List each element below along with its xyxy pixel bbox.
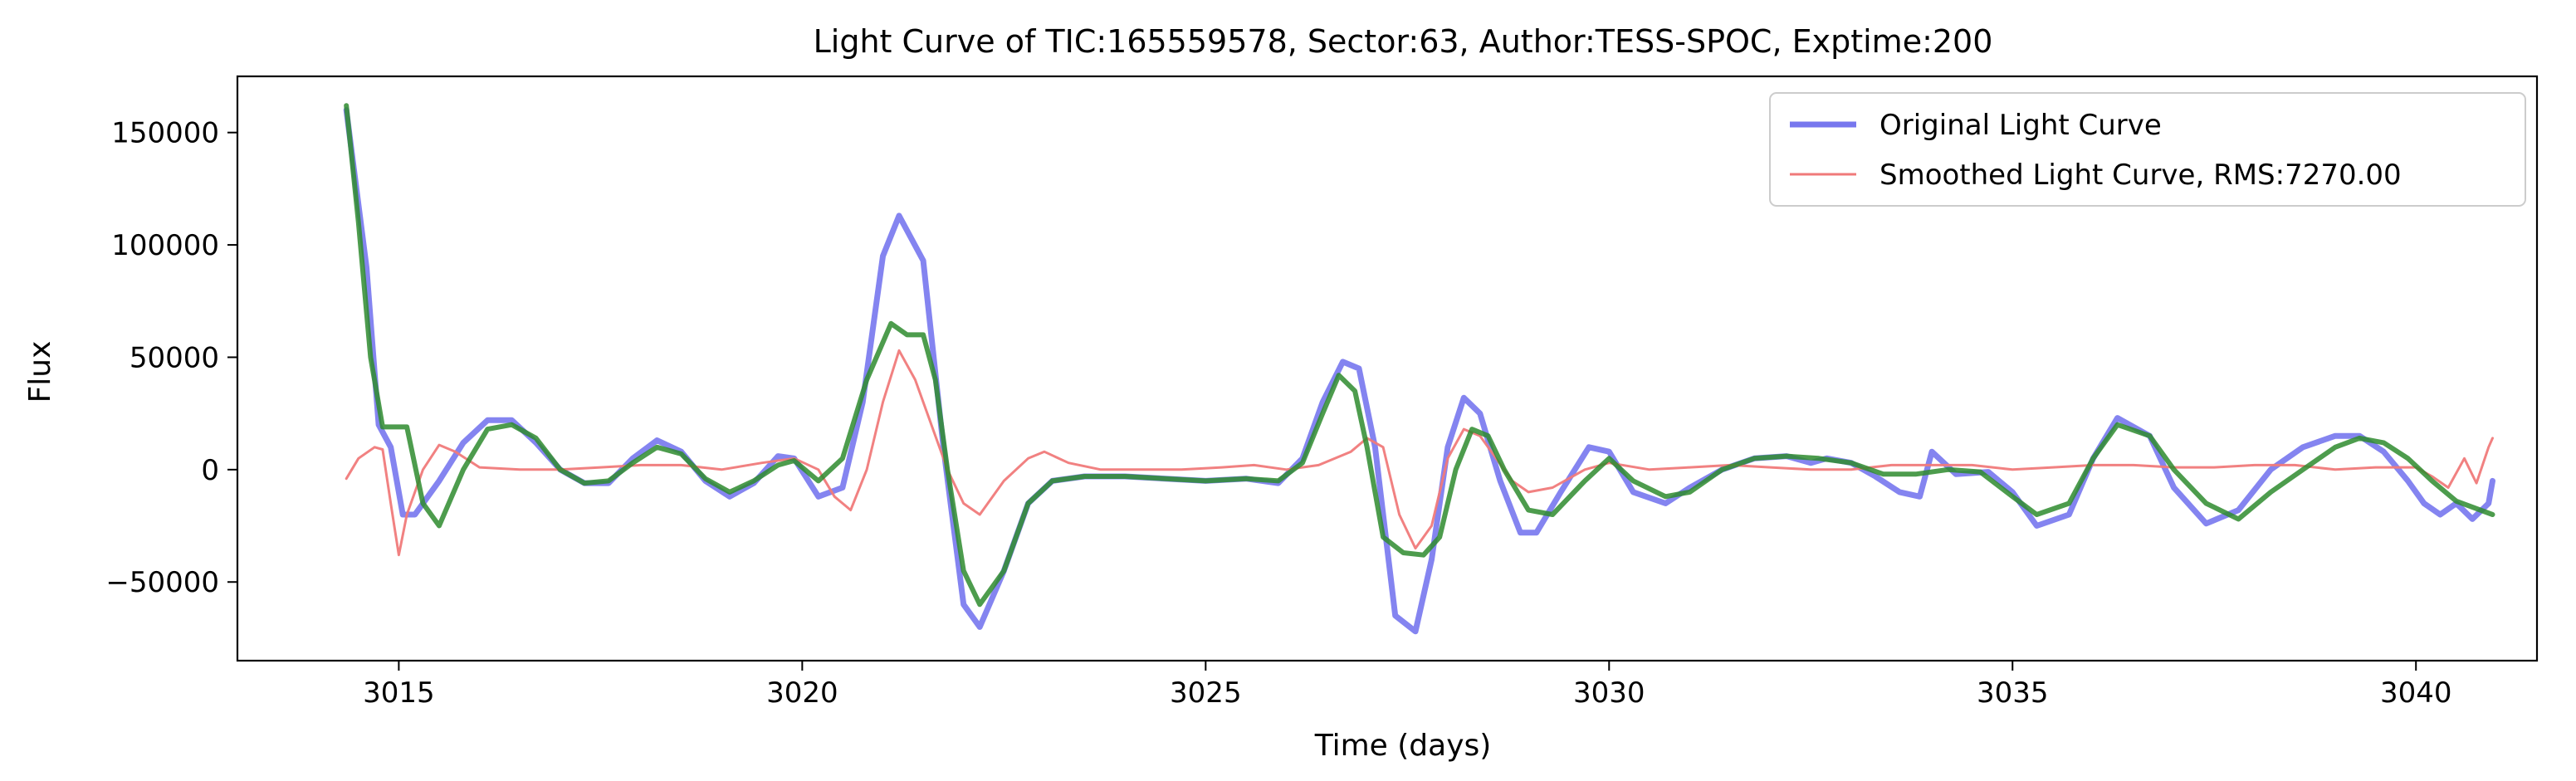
y-tick-label: 50000 (130, 341, 219, 374)
x-tick-label: 3035 (1977, 676, 2049, 710)
y-tick-label: −50000 (105, 566, 219, 599)
x-tick-label: 3025 (1170, 676, 1242, 710)
x-tick-label: 3040 (2380, 676, 2452, 710)
y-axis: −50000 0 50000 100000 150000 (105, 117, 237, 599)
x-tick-label: 3020 (766, 676, 838, 710)
x-tick-label: 3015 (363, 676, 435, 710)
y-tick-label: 150000 (111, 117, 219, 150)
x-axis-label: Time (days) (1314, 729, 1492, 763)
legend-label: Original Light Curve (1879, 109, 2162, 142)
x-tick-label: 3030 (1573, 676, 1645, 710)
y-tick-label: 100000 (111, 229, 219, 262)
x-axis: 3015 3020 3025 3030 3035 3040 (363, 661, 2451, 710)
y-tick-label: 0 (201, 454, 219, 487)
legend-label: Smoothed Light Curve, RMS:7270.00 (1879, 159, 2402, 192)
legend: Original Light Curve Smoothed Light Curve… (1769, 92, 2526, 207)
series-smoothed-line (345, 349, 2494, 557)
series-trend-line (344, 103, 2495, 608)
chart-title: Light Curve of TIC:165559578, Sector:63,… (814, 23, 1993, 60)
legend-box (1769, 92, 2526, 207)
series-layer (343, 103, 2495, 635)
y-axis-label: Flux (23, 341, 57, 403)
